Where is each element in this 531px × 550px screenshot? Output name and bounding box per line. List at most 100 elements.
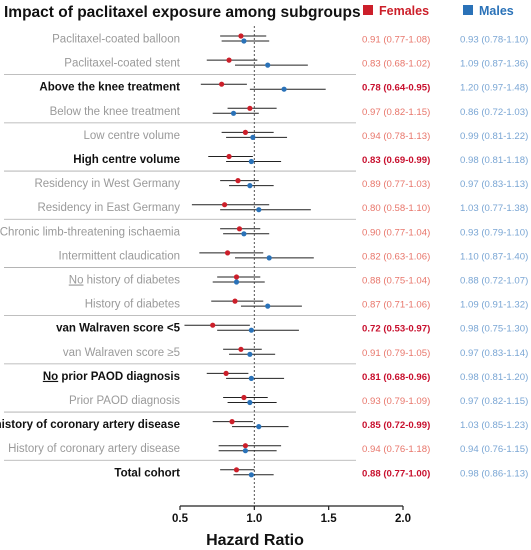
female-point — [247, 105, 253, 111]
row-label: No prior PAOD diagnosis — [43, 371, 180, 383]
forest-row: No history of diabetes 0.88 (0.75-1.04) 0.… — [69, 274, 528, 287]
male-point — [256, 207, 262, 213]
row-label: Intermittent claudication — [59, 250, 180, 262]
row-label: Total cohort — [114, 467, 180, 479]
forest-row: Paclitaxel-coated balloon 0.91 (0.77-1.08… — [52, 33, 528, 46]
female-point — [223, 370, 229, 376]
male-value-label: 0.98 (0.75-1.30) — [460, 324, 528, 335]
male-point — [265, 62, 271, 68]
female-value-label: 0.81 (0.68-0.96) — [362, 372, 430, 383]
male-point — [241, 231, 247, 237]
male-value-label: 0.99 (0.81-1.22) — [460, 131, 528, 142]
male-point — [248, 158, 254, 165]
female-value-label: 0.85 (0.72-0.99) — [362, 420, 430, 431]
female-value-label: 0.83 (0.68-1.02) — [362, 59, 430, 70]
female-value-label: 0.94 (0.76-1.18) — [362, 444, 430, 455]
female-value-label: 0.88 (0.77-1.00) — [362, 468, 430, 479]
forest-row: Prior PAOD diagnosis 0.93 (0.79-1.09) 0.97… — [69, 394, 528, 407]
male-point — [248, 327, 254, 333]
female-value-label: 0.87 (0.71-1.06) — [362, 300, 430, 311]
forest-row: Paclitaxel-coated stent 0.83 (0.68-1.02) 1… — [64, 57, 528, 70]
male-point — [266, 255, 272, 261]
female-point — [238, 33, 244, 39]
female-point — [219, 81, 225, 87]
chart-title: Impact of paclitaxel exposure among subg… — [4, 4, 361, 21]
forest-row: Above the knee treatment 0.78 (0.64-0.95)… — [39, 81, 528, 94]
female-point — [224, 250, 231, 256]
male-value-label: 0.98 (0.81-1.18) — [460, 155, 528, 166]
male-value-label: 0.88 (0.72-1.07) — [460, 276, 528, 287]
male-point — [248, 375, 254, 381]
male-point — [247, 351, 253, 357]
row-label: High centre volume — [73, 154, 180, 166]
female-value-label: 0.78 (0.64-0.95) — [362, 83, 430, 94]
forest-row: Residency in East Germany 0.80 (0.58-1.10… — [37, 202, 528, 214]
legend-swatch-females — [363, 5, 373, 15]
row-label: Low centre volume — [83, 130, 180, 142]
row-label: History of diabetes — [85, 299, 180, 311]
forest-row: No history of coronary artery disease 0.8… — [0, 419, 528, 431]
forest-row: History of coronary artery disease 0.94 (… — [8, 443, 528, 455]
male-point — [230, 110, 237, 116]
female-value-label: 0.97 (0.82-1.15) — [362, 107, 430, 118]
female-value-label: 0.88 (0.75-1.04) — [362, 276, 430, 287]
row-label: van Walraven score ≥5 — [63, 347, 180, 359]
female-point — [226, 153, 232, 160]
male-point — [233, 279, 240, 285]
tick-label: 1.0 — [246, 513, 262, 525]
row-label: Below the knee treatment — [50, 106, 181, 118]
male-value-label: 0.86 (0.72-1.03) — [460, 107, 528, 118]
group-dividers — [4, 74, 356, 461]
female-value-label: 0.82 (0.63-1.06) — [362, 251, 430, 262]
female-point — [233, 467, 240, 473]
forest-row: No prior PAOD diagnosis 0.81 (0.68-0.96) 0… — [43, 370, 528, 383]
forest-row: Low centre volume 0.94 (0.78-1.13) 0.99 (0… — [83, 129, 528, 142]
row-label: van Walraven score <5 — [56, 323, 181, 335]
male-value-label: 0.93 (0.79-1.10) — [460, 227, 528, 238]
row-label: No history of diabetes — [69, 275, 180, 287]
forest-row: Intermittent claudication 0.82 (0.63-1.06… — [59, 250, 528, 262]
tick-label: 0.5 — [172, 513, 189, 525]
row-label: Chronic limb-threatening ischaemia — [0, 226, 181, 238]
male-point — [242, 448, 249, 454]
female-value-label: 0.93 (0.79-1.09) — [362, 396, 430, 407]
forest-row: van Walraven score <5 0.72 (0.53-0.97) 0.9… — [56, 322, 528, 335]
male-value-label: 0.94 (0.76-1.15) — [460, 444, 528, 455]
legend-swatch-males — [463, 5, 473, 15]
forest-row: High centre volume 0.83 (0.69-0.99) 0.98 (… — [73, 153, 528, 166]
x-axis-label: Hazard Ratio — [206, 532, 304, 549]
male-value-label: 0.97 (0.82-1.15) — [460, 396, 528, 407]
female-point — [236, 226, 243, 232]
legend-label-females: Females — [379, 4, 429, 18]
male-point — [248, 472, 254, 478]
row-label: Residency in West Germany — [34, 178, 180, 190]
female-point — [233, 274, 240, 280]
male-value-label: 0.97 (0.83-1.13) — [460, 179, 528, 190]
legend: Females Males — [363, 4, 514, 18]
male-value-label: 1.20 (0.97-1.48) — [460, 83, 528, 94]
male-point — [247, 183, 253, 189]
male-point — [256, 424, 262, 430]
female-value-label: 0.80 (0.58-1.10) — [362, 203, 430, 214]
female-value-label: 0.72 (0.53-0.97) — [362, 324, 430, 335]
female-point — [229, 419, 235, 425]
female-point — [242, 129, 249, 135]
female-point — [242, 443, 249, 449]
male-value-label: 1.10 (0.87-1.40) — [460, 251, 528, 262]
male-point — [247, 399, 253, 406]
female-value-label: 0.91 (0.77-1.08) — [362, 35, 430, 46]
row-label: History of coronary artery disease — [8, 443, 180, 455]
row-label: Above the knee treatment — [39, 82, 180, 94]
x-axis: 0.5 1.0 1.5 2.0 — [172, 505, 411, 525]
forest-row: van Walraven score ≥5 0.91 (0.79-1.05) 0.9… — [63, 346, 528, 359]
male-point — [250, 134, 256, 140]
female-value-label: 0.94 (0.78-1.13) — [362, 131, 430, 142]
tick-label: 1.5 — [321, 513, 338, 525]
male-point — [265, 303, 271, 309]
male-value-label: 1.09 (0.87-1.36) — [460, 59, 528, 70]
forest-row: Chronic limb-threatening ischaemia 0.90 (… — [0, 226, 528, 238]
female-value-label: 0.91 (0.79-1.05) — [362, 348, 430, 359]
female-value-label: 0.89 (0.77-1.03) — [362, 179, 430, 190]
legend-label-males: Males — [479, 4, 514, 18]
